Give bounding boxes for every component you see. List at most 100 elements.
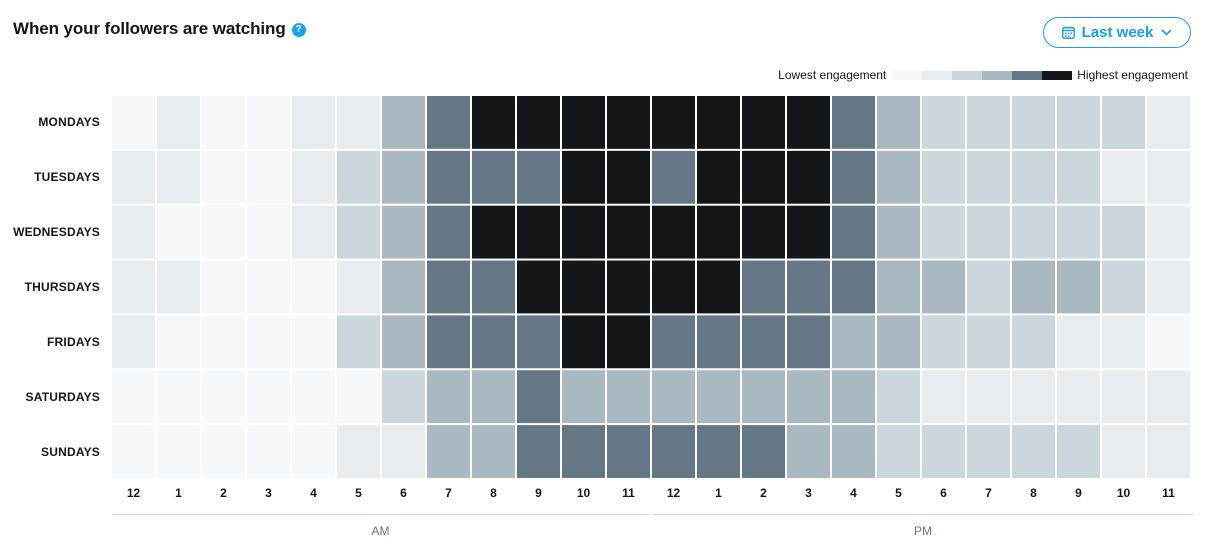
heatmap-cell[interactable] <box>427 96 470 149</box>
heatmap-cell[interactable] <box>742 425 785 478</box>
heatmap-cell[interactable] <box>832 370 875 424</box>
heatmap-cell[interactable] <box>1012 260 1055 314</box>
heatmap-cell[interactable] <box>112 205 155 259</box>
heatmap-cell[interactable] <box>877 205 920 259</box>
heatmap-cell[interactable] <box>1147 370 1190 424</box>
heatmap-cell[interactable] <box>652 315 695 369</box>
heatmap-cell[interactable] <box>112 96 155 149</box>
heatmap-cell[interactable] <box>967 96 1010 149</box>
heatmap-cell[interactable] <box>517 315 560 369</box>
heatmap-cell[interactable] <box>697 260 740 314</box>
heatmap-cell[interactable] <box>292 425 335 478</box>
heatmap-cell[interactable] <box>472 315 515 369</box>
heatmap-cell[interactable] <box>337 205 380 259</box>
heatmap-cell[interactable] <box>832 150 875 204</box>
heatmap-cell[interactable] <box>1057 425 1100 478</box>
heatmap-cell[interactable] <box>1057 96 1100 149</box>
heatmap-cell[interactable] <box>967 205 1010 259</box>
heatmap-cell[interactable] <box>922 205 965 259</box>
heatmap-cell[interactable] <box>1012 150 1055 204</box>
heatmap-cell[interactable] <box>877 315 920 369</box>
question-circle-icon[interactable]: ? <box>291 23 306 37</box>
heatmap-cell[interactable] <box>652 425 695 478</box>
heatmap-cell[interactable] <box>247 150 290 204</box>
heatmap-cell[interactable] <box>562 205 605 259</box>
heatmap-cell[interactable] <box>922 315 965 369</box>
heatmap-cell[interactable] <box>1057 315 1100 369</box>
heatmap-cell[interactable] <box>967 425 1010 478</box>
heatmap-cell[interactable] <box>247 370 290 424</box>
heatmap-cell[interactable] <box>292 205 335 259</box>
heatmap-cell[interactable] <box>112 150 155 204</box>
heatmap-cell[interactable] <box>427 315 470 369</box>
heatmap-cell[interactable] <box>967 315 1010 369</box>
heatmap-cell[interactable] <box>202 315 245 369</box>
heatmap-cell[interactable] <box>1012 96 1055 149</box>
heatmap-cell[interactable] <box>202 205 245 259</box>
heatmap-cell[interactable] <box>922 425 965 478</box>
heatmap-cell[interactable] <box>157 370 200 424</box>
heatmap-cell[interactable] <box>247 260 290 314</box>
heatmap-cell[interactable] <box>607 315 650 369</box>
heatmap-cell[interactable] <box>292 96 335 149</box>
heatmap-cell[interactable] <box>967 370 1010 424</box>
heatmap-cell[interactable] <box>1102 96 1145 149</box>
heatmap-cell[interactable] <box>742 370 785 424</box>
heatmap-cell[interactable] <box>427 205 470 259</box>
heatmap-cell[interactable] <box>1102 150 1145 204</box>
heatmap-cell[interactable] <box>1147 205 1190 259</box>
heatmap-cell[interactable] <box>877 260 920 314</box>
heatmap-cell[interactable] <box>1147 96 1190 149</box>
heatmap-cell[interactable] <box>1057 370 1100 424</box>
heatmap-cell[interactable] <box>1057 150 1100 204</box>
heatmap-cell[interactable] <box>247 315 290 369</box>
heatmap-cell[interactable] <box>967 260 1010 314</box>
heatmap-cell[interactable] <box>787 260 830 314</box>
heatmap-cell[interactable] <box>832 260 875 314</box>
heatmap-cell[interactable] <box>652 205 695 259</box>
heatmap-cell[interactable] <box>517 425 560 478</box>
heatmap-cell[interactable] <box>787 150 830 204</box>
heatmap-cell[interactable] <box>472 370 515 424</box>
heatmap-cell[interactable] <box>292 370 335 424</box>
heatmap-cell[interactable] <box>472 96 515 149</box>
heatmap-cell[interactable] <box>337 260 380 314</box>
heatmap-cell[interactable] <box>472 425 515 478</box>
heatmap-cell[interactable] <box>697 150 740 204</box>
heatmap-cell[interactable] <box>697 370 740 424</box>
heatmap-cell[interactable] <box>652 260 695 314</box>
heatmap-cell[interactable] <box>427 425 470 478</box>
heatmap-cell[interactable] <box>877 425 920 478</box>
heatmap-cell[interactable] <box>472 205 515 259</box>
heatmap-cell[interactable] <box>967 150 1010 204</box>
heatmap-cell[interactable] <box>607 425 650 478</box>
heatmap-cell[interactable] <box>607 150 650 204</box>
heatmap-cell[interactable] <box>562 260 605 314</box>
heatmap-cell[interactable] <box>202 425 245 478</box>
heatmap-cell[interactable] <box>202 150 245 204</box>
heatmap-cell[interactable] <box>562 370 605 424</box>
heatmap-cell[interactable] <box>652 370 695 424</box>
heatmap-cell[interactable] <box>337 425 380 478</box>
heatmap-cell[interactable] <box>652 96 695 149</box>
heatmap-cell[interactable] <box>157 315 200 369</box>
heatmap-cell[interactable] <box>292 315 335 369</box>
heatmap-cell[interactable] <box>1147 150 1190 204</box>
heatmap-cell[interactable] <box>517 150 560 204</box>
heatmap-cell[interactable] <box>787 205 830 259</box>
heatmap-cell[interactable] <box>157 150 200 204</box>
heatmap-cell[interactable] <box>202 96 245 149</box>
heatmap-cell[interactable] <box>517 96 560 149</box>
heatmap-cell[interactable] <box>427 260 470 314</box>
heatmap-cell[interactable] <box>382 260 425 314</box>
heatmap-cell[interactable] <box>562 315 605 369</box>
heatmap-cell[interactable] <box>877 150 920 204</box>
heatmap-cell[interactable] <box>832 315 875 369</box>
heatmap-cell[interactable] <box>382 96 425 149</box>
heatmap-cell[interactable] <box>517 260 560 314</box>
heatmap-cell[interactable] <box>1012 205 1055 259</box>
heatmap-cell[interactable] <box>247 425 290 478</box>
heatmap-cell[interactable] <box>742 96 785 149</box>
heatmap-cell[interactable] <box>607 370 650 424</box>
heatmap-cell[interactable] <box>922 96 965 149</box>
